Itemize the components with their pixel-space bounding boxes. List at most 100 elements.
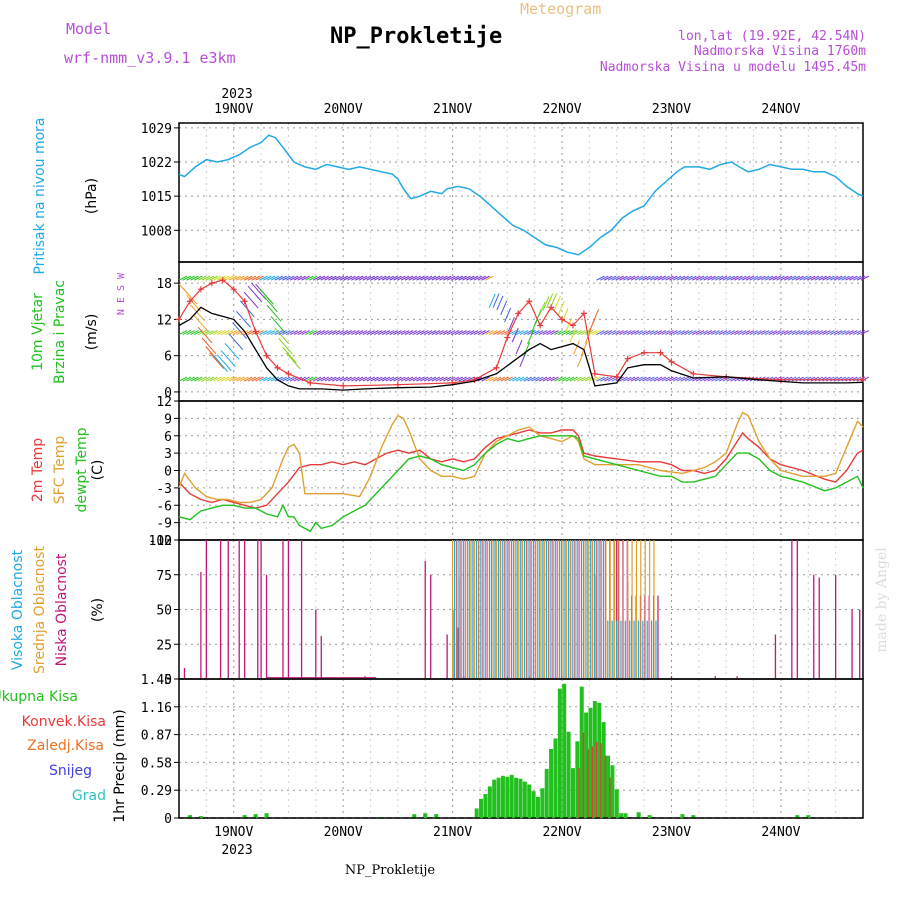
gust-marker — [591, 370, 598, 377]
wind-arrow — [358, 275, 368, 281]
gust-marker — [515, 310, 522, 317]
wind-arrow — [351, 376, 360, 382]
wind-arrow — [672, 330, 682, 335]
wind-arrow — [826, 275, 835, 281]
wind-arrow — [274, 327, 290, 345]
wind-arrow — [263, 330, 272, 335]
wind-arrow — [220, 330, 230, 335]
wind-arrow — [328, 376, 337, 382]
wind-arrow — [665, 330, 674, 335]
wind-arrow — [630, 330, 640, 335]
wind-arrow — [703, 330, 712, 335]
x-label-bottom: 19NOV — [214, 825, 253, 840]
precip-bar — [553, 738, 558, 818]
wind-arrow — [197, 275, 207, 281]
wind-ytick-label: 12 — [156, 313, 172, 328]
wind-arrow — [289, 275, 299, 281]
wind-arrow — [316, 275, 326, 281]
wind-arrow — [515, 330, 525, 335]
wind-arrow — [569, 328, 577, 343]
wind-arrow — [519, 330, 529, 335]
wind-arrow — [217, 330, 226, 335]
wind-arrow — [623, 275, 632, 281]
wind-arrow — [186, 376, 195, 382]
wind-arrow — [305, 330, 314, 335]
precip-bar — [474, 808, 479, 818]
wind-arrow — [190, 376, 199, 382]
wind-arrow — [366, 330, 375, 335]
wind-arrow — [661, 275, 670, 281]
wind-arrow — [335, 376, 345, 382]
precip-ytick-label: 0.29 — [141, 784, 172, 799]
wind-arrow — [803, 330, 812, 335]
wind-arrow — [400, 275, 410, 281]
precip-bar — [483, 794, 488, 818]
wind-arrow — [462, 275, 471, 281]
precip-bar-small — [680, 814, 685, 818]
wind-arrow — [335, 275, 345, 281]
wind-arrow — [741, 330, 751, 335]
wind-arrow — [642, 330, 651, 335]
wind-arrow — [201, 275, 211, 281]
wind-arrow — [420, 376, 429, 382]
wind-arrow — [286, 275, 295, 281]
wind-arrow — [511, 327, 519, 343]
precip-bar — [557, 688, 562, 818]
station-title: NP_Prokletije — [330, 24, 502, 49]
precip-bar — [601, 722, 606, 818]
temp-ylabel-3: dewpt Temp — [74, 427, 90, 512]
wind-arrow — [236, 310, 251, 328]
wind-arrow — [205, 376, 215, 382]
precip-bar-small — [806, 815, 811, 818]
wind-arrow — [630, 376, 640, 382]
precip-legend-graupel: Grad — [72, 788, 106, 804]
wind-arrow — [718, 275, 728, 281]
wind-arrow — [565, 317, 573, 332]
wind-arrow — [389, 330, 398, 335]
temperature-panel: -12 -9 -6 -3 0 3 6 9 12 — [149, 395, 864, 549]
wind-arrow — [412, 275, 421, 281]
wind-arrow — [653, 376, 663, 382]
wind-arrow — [615, 275, 624, 281]
wind-arrow — [535, 330, 544, 335]
wind-arrow — [381, 376, 391, 382]
wind-arrow — [259, 275, 268, 281]
footer-station: NP_Prokletije — [345, 863, 436, 878]
wind-arrow — [849, 330, 858, 335]
wind-arrow — [282, 346, 297, 364]
wind-arrow — [454, 330, 464, 335]
wind-arrow — [377, 275, 387, 281]
meteogram-title: Meteogram — [520, 0, 601, 18]
precip-bar — [522, 781, 527, 818]
wind-arrow — [523, 376, 532, 382]
wind-arrow — [849, 275, 858, 281]
wind-arrow — [661, 330, 670, 335]
wind-arrow — [339, 330, 349, 335]
wind-arrow — [331, 330, 341, 335]
wind-arrow — [760, 275, 770, 281]
wind-arrow — [722, 275, 732, 281]
wind-arrow — [385, 330, 395, 335]
wind-arrow — [488, 293, 496, 309]
wind-arrow — [477, 275, 486, 281]
wind-arrow — [408, 376, 418, 382]
wind-arrow — [194, 376, 203, 382]
wind-arrow — [228, 376, 238, 382]
wind-arrow — [293, 330, 303, 335]
wind-arrow — [818, 330, 827, 335]
wind-arrow — [236, 376, 245, 382]
wind-arrow — [224, 330, 234, 335]
wind-arrow — [389, 376, 398, 382]
wind-arrow — [485, 376, 494, 382]
wind-arrow — [297, 330, 306, 335]
wind-arrow — [178, 275, 188, 281]
wind-arrow — [374, 275, 383, 281]
wind-arrow — [485, 275, 494, 281]
wind-arrow — [554, 330, 563, 335]
wind-arrow — [783, 275, 793, 281]
wind-arrow — [259, 376, 268, 382]
wind-arrow — [232, 330, 241, 335]
precip-bar — [505, 776, 510, 818]
wind-arrow — [542, 296, 550, 311]
